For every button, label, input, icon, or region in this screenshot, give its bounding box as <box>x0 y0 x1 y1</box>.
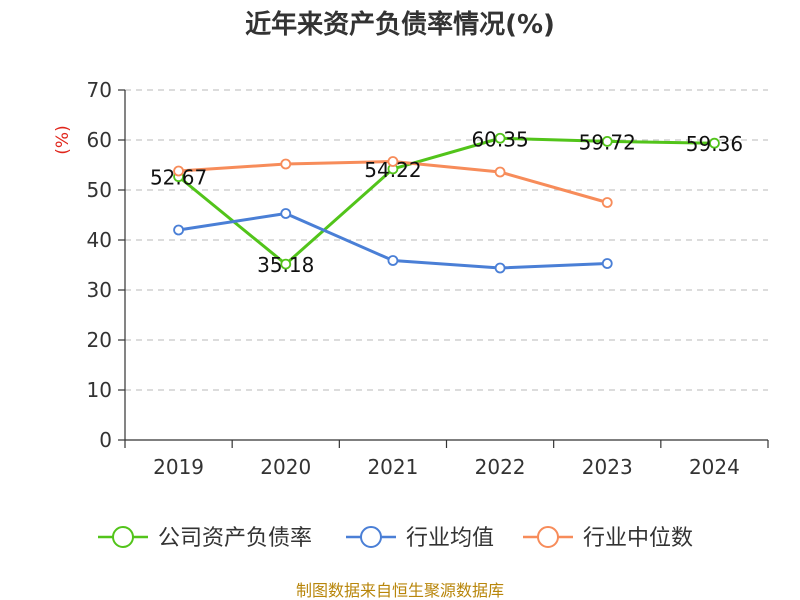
y-axis-unit: (%) <box>53 125 73 154</box>
legend-marker-1 <box>360 526 382 548</box>
series-2-point <box>494 166 506 178</box>
y-tick-label: 50 <box>87 178 112 202</box>
data-label: 59.36 <box>686 132 743 156</box>
y-tick-label: 70 <box>87 78 112 102</box>
data-label: 35.18 <box>257 253 314 277</box>
series-2-point <box>280 158 292 170</box>
y-tick-label: 0 <box>99 428 112 452</box>
axes: 0 10 20 30 40 50 60 70 2019 2020 2021 2022 2023 2024 <box>87 78 769 479</box>
series-0-point <box>709 137 720 149</box>
series-1-point <box>173 224 184 236</box>
x-tick-label: 2023 <box>582 455 633 479</box>
x-tick-label: 2019 <box>153 455 204 479</box>
data-label: 60.35 <box>471 127 528 151</box>
series-0-point <box>494 132 506 144</box>
series-1-point <box>601 258 613 269</box>
data-label: 59.72 <box>579 130 636 154</box>
data-label: 54.22 <box>364 158 421 182</box>
series-0-point <box>601 135 613 147</box>
legend-label-1: 行业均值 <box>406 526 494 551</box>
series-2-point <box>173 165 184 177</box>
y-tick-label: 60 <box>87 128 112 152</box>
x-tick-label: 2022 <box>475 455 526 479</box>
source-note: 制图数据来自恒生聚源数据库 <box>296 581 504 600</box>
series-1-point <box>494 262 506 274</box>
y-tick-label: 40 <box>87 228 112 252</box>
y-tick-label: 30 <box>87 278 112 302</box>
y-tick-label: 20 <box>87 328 112 352</box>
legend-marker-2 <box>537 526 559 548</box>
series-1-point <box>387 255 399 266</box>
data-label: 52.67 <box>150 166 207 190</box>
legend-marker-0 <box>112 526 134 548</box>
chart-title: 近年来资产负债率情况(%) <box>245 9 555 40</box>
series-1-point <box>280 208 292 219</box>
series-layer <box>173 132 720 274</box>
data-labels: 52.67 35.18 54.22 60.35 59.72 59.36 <box>150 127 743 277</box>
grid-lines <box>125 89 768 391</box>
legend: 公司资产负债率 行业均值 行业中位数 <box>98 526 693 551</box>
series-2-point <box>387 156 399 167</box>
legend-label-0: 公司资产负债率 <box>158 526 312 551</box>
y-tick-label: 10 <box>87 378 112 402</box>
series-2-point <box>601 197 613 208</box>
legend-label-2: 行业中位数 <box>583 526 693 551</box>
series-line-0 <box>177 136 715 266</box>
x-tick-label: 2020 <box>260 455 311 479</box>
series-0-point <box>280 258 292 270</box>
x-tick-label: 2021 <box>367 455 418 479</box>
x-tick-label: 2024 <box>689 455 740 479</box>
